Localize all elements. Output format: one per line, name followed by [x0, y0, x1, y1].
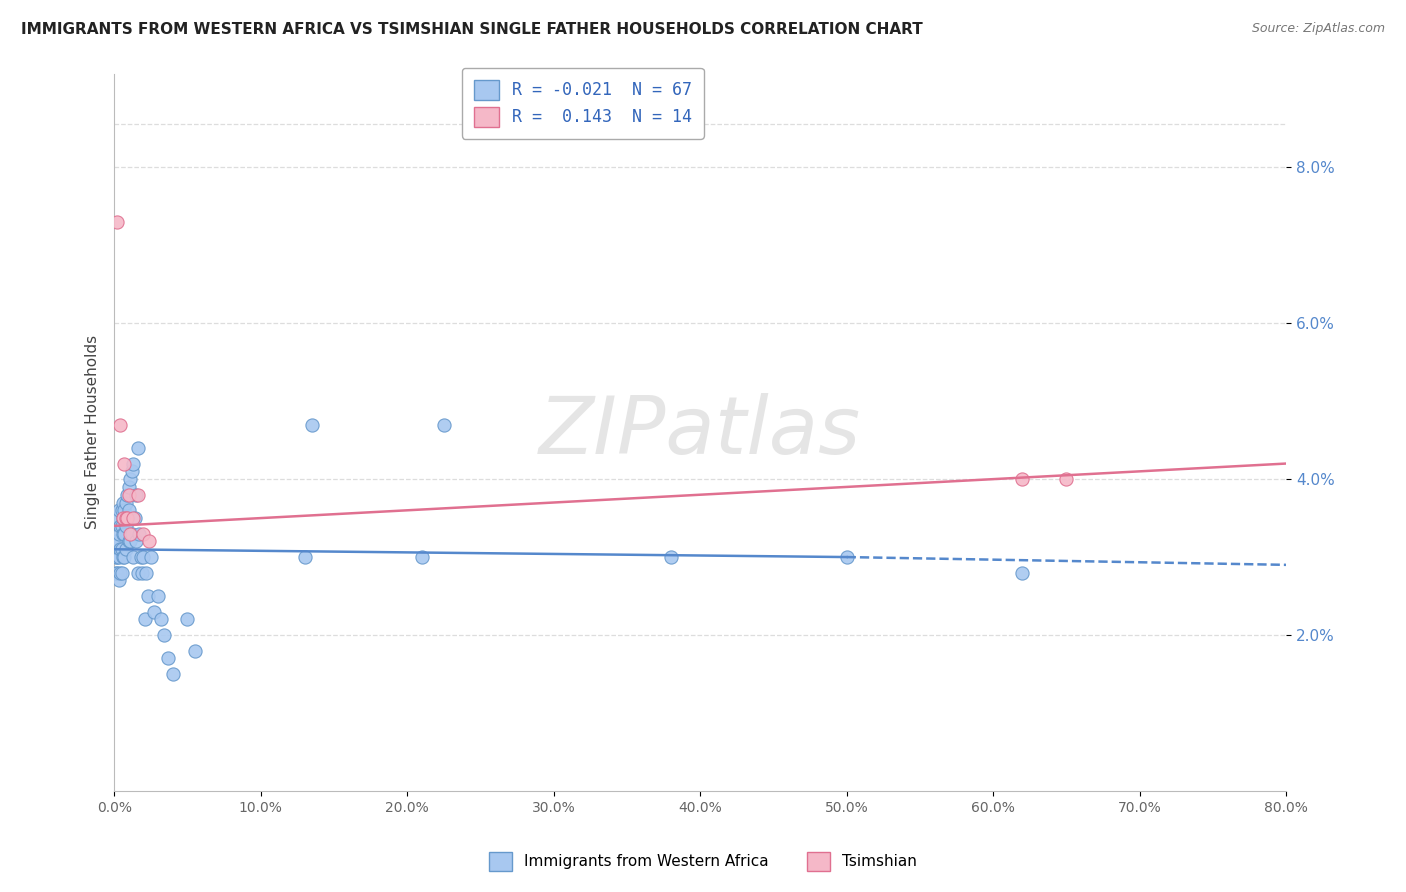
- Point: [184, 643, 207, 657]
- Point: [118, 534, 141, 549]
- Point: [118, 503, 141, 517]
- Point: [118, 488, 141, 502]
- Point: [110, 503, 132, 517]
- Point: [146, 589, 169, 603]
- Point: [301, 417, 323, 432]
- Point: [115, 495, 138, 509]
- Point: [105, 215, 128, 229]
- Point: [117, 488, 139, 502]
- Point: [411, 550, 433, 565]
- Point: [111, 511, 134, 525]
- Point: [127, 566, 149, 580]
- Point: [129, 550, 152, 565]
- Point: [115, 542, 138, 557]
- Point: [108, 566, 131, 580]
- Point: [108, 417, 131, 432]
- Point: [107, 526, 129, 541]
- Point: [104, 534, 127, 549]
- Point: [117, 511, 139, 525]
- Point: [108, 519, 131, 533]
- Point: [107, 503, 129, 517]
- Point: [433, 417, 456, 432]
- Point: [138, 534, 160, 549]
- Point: [120, 534, 142, 549]
- Text: ZIPatlas: ZIPatlas: [538, 393, 862, 471]
- Point: [110, 542, 132, 557]
- Point: [135, 566, 157, 580]
- Point: [114, 550, 136, 565]
- Point: [1011, 566, 1033, 580]
- Legend: R = -0.021  N = 67, R =  0.143  N = 14: R = -0.021 N = 67, R = 0.143 N = 14: [463, 68, 704, 138]
- Point: [111, 495, 134, 509]
- Point: [132, 550, 155, 565]
- Point: [104, 550, 127, 565]
- Point: [111, 511, 134, 525]
- Point: [134, 612, 156, 626]
- Point: [110, 519, 132, 533]
- Point: [107, 550, 129, 565]
- Point: [142, 605, 165, 619]
- Point: [111, 550, 134, 565]
- Point: [835, 550, 858, 565]
- Text: IMMIGRANTS FROM WESTERN AFRICA VS TSIMSHIAN SINGLE FATHER HOUSEHOLDS CORRELATION: IMMIGRANTS FROM WESTERN AFRICA VS TSIMSH…: [21, 22, 922, 37]
- Point: [157, 651, 180, 665]
- Point: [107, 574, 129, 588]
- Point: [176, 612, 198, 626]
- Point: [1054, 472, 1077, 486]
- Point: [108, 542, 131, 557]
- Point: [105, 550, 128, 565]
- Point: [131, 566, 153, 580]
- Point: [122, 457, 145, 471]
- Point: [115, 511, 138, 525]
- Point: [294, 550, 316, 565]
- Point: [1011, 472, 1033, 486]
- Point: [118, 480, 141, 494]
- Point: [128, 526, 150, 541]
- Point: [105, 534, 128, 549]
- Legend: Immigrants from Western Africa, Tsimshian: Immigrants from Western Africa, Tsimshia…: [479, 843, 927, 880]
- Point: [111, 526, 134, 541]
- Point: [105, 511, 128, 525]
- Point: [117, 511, 139, 525]
- Point: [114, 526, 136, 541]
- Point: [127, 488, 149, 502]
- Point: [125, 488, 148, 502]
- Y-axis label: Single Father Households: Single Father Households: [86, 335, 100, 530]
- Point: [122, 511, 145, 525]
- Point: [115, 519, 138, 533]
- Point: [132, 526, 155, 541]
- Point: [125, 534, 148, 549]
- Text: Source: ZipAtlas.com: Source: ZipAtlas.com: [1251, 22, 1385, 36]
- Point: [121, 526, 143, 541]
- Point: [114, 457, 136, 471]
- Point: [104, 566, 127, 580]
- Point: [659, 550, 682, 565]
- Point: [121, 464, 143, 478]
- Point: [120, 526, 142, 541]
- Point: [136, 589, 159, 603]
- Point: [124, 511, 146, 525]
- Point: [105, 566, 128, 580]
- Point: [139, 550, 162, 565]
- Point: [122, 550, 145, 565]
- Point: [162, 667, 184, 681]
- Point: [153, 628, 176, 642]
- Point: [120, 472, 142, 486]
- Point: [110, 566, 132, 580]
- Point: [150, 612, 173, 626]
- Point: [114, 503, 136, 517]
- Point: [127, 441, 149, 455]
